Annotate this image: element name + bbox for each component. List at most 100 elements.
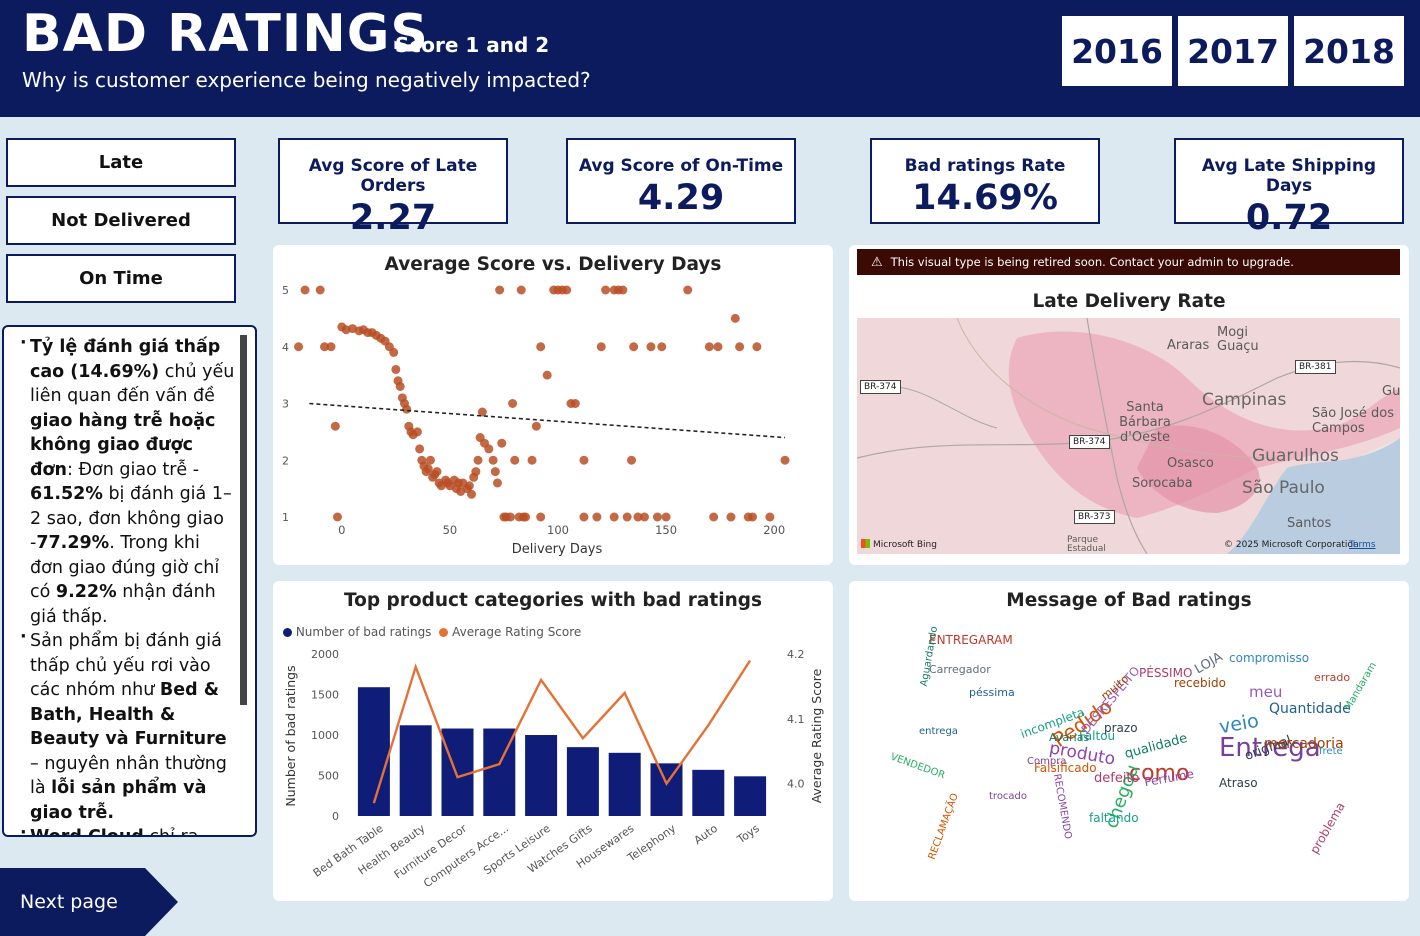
- retire-warning: ⚠ This visual type is being retired soon.…: [857, 249, 1400, 275]
- scatter-point: [473, 455, 483, 465]
- scatter-point: [389, 347, 399, 357]
- scatter-point: [542, 370, 552, 380]
- y-tick-label: 0: [332, 810, 339, 823]
- scatter-point: [657, 342, 667, 352]
- scatter-point: [579, 455, 589, 465]
- wordcloud-word: problema: [1307, 799, 1348, 857]
- insight-bold: 61.52%: [30, 484, 103, 504]
- scatter-point: [508, 399, 518, 408]
- wordcloud-word: trocado: [989, 791, 1028, 802]
- filter-on-time-button[interactable]: On Time: [6, 254, 236, 303]
- map-city-label: Campinas: [1202, 390, 1287, 410]
- x-tick-label: 50: [443, 523, 458, 537]
- scatter-point: [497, 438, 507, 448]
- insight-text: bị đánh giá 1–2 sao, đơn không giao -: [30, 484, 232, 553]
- wordcloud-word: RECLAMAÇÃO: [926, 791, 961, 862]
- insight-text: – nguyên nhân thường là: [30, 753, 227, 799]
- insight-text: nhận đánh giá thấp.: [30, 582, 216, 627]
- scatter-point: [490, 467, 500, 477]
- scatter-point: [330, 421, 340, 431]
- scatter-title: Average Score vs. Delivery Days: [384, 254, 722, 275]
- scatter-point: [495, 285, 505, 295]
- scatter-point: [402, 404, 412, 414]
- insight-text: . Trong khi đơn giao đúng giờ chỉ có: [30, 533, 220, 602]
- scatter-point: [536, 342, 546, 352]
- scatter-point: [730, 313, 740, 323]
- scatter-point: [415, 444, 425, 454]
- scatter-point: [326, 342, 336, 352]
- year-2017-button[interactable]: 2017: [1178, 16, 1288, 86]
- category-label: Toys: [734, 822, 762, 847]
- scatter-point: [765, 512, 775, 522]
- wordcloud-word: como: [1129, 761, 1190, 786]
- bar: [525, 735, 558, 816]
- wordcloud-word: Quantidade: [1269, 701, 1351, 717]
- filter-not-delivered-button[interactable]: Not Delivered: [6, 196, 236, 245]
- insight-bold: Bed & Bath, Health & Beauty và Furniture: [30, 680, 227, 749]
- map-city-label: Sorocaba: [1132, 476, 1193, 491]
- combo-title: Top product categories with bad ratings: [343, 590, 763, 611]
- y-tick-label: 3: [282, 398, 289, 411]
- scatter-point: [592, 512, 602, 522]
- x-tick-label: 200: [763, 523, 785, 537]
- insight-bold: Word Cloud: [30, 827, 144, 837]
- road-shield: BR-381: [1295, 360, 1336, 374]
- combo-chart: 0 500 1000 1500 2000 4.0 4.1 4.2 Number of bad r…: [283, 648, 824, 890]
- bar: [441, 728, 474, 816]
- scatter-point: [531, 421, 541, 431]
- bar: [357, 687, 390, 816]
- map-view[interactable]: Araras Mogi Guaçu Campinas Santa Bárbara…: [857, 318, 1400, 554]
- insight-item: Tỷ lệ đánh giá thấp cao (14.69%) chủ yếu…: [20, 331, 237, 629]
- scatter-point: [639, 512, 649, 522]
- wordcloud-word: Entrega: [1219, 733, 1321, 763]
- insight-bold: lỗi sản phẩm và giao trễ.: [30, 778, 207, 823]
- kpi-label: Bad ratings Rate: [904, 156, 1066, 176]
- wordcloud-word: meu: [1249, 683, 1283, 701]
- insight-bold: Tỷ lệ đánh giá thấp cao (14.69%): [30, 337, 221, 382]
- scatter-point: [618, 285, 628, 295]
- kpi-value: 14.69%: [912, 178, 1058, 218]
- map-terms-link[interactable]: Terms: [1349, 540, 1376, 550]
- insight-text: : Đơn giao trễ -: [67, 459, 200, 480]
- scatter-point: [477, 407, 487, 417]
- kpi-value: 2.27: [349, 198, 437, 238]
- map-city-label: São Paulo: [1242, 478, 1325, 498]
- scatter-point: [652, 512, 662, 522]
- map-city-label: Santos: [1287, 516, 1332, 531]
- x-tick-label: 150: [655, 523, 677, 537]
- insight-bold: giao hàng trễ hoặc không giao được đơn: [30, 410, 216, 480]
- insights-scrollbar[interactable]: [240, 335, 247, 705]
- kpi-value: 0.72: [1245, 198, 1333, 238]
- kpi-card-avg-on-time: Avg Score of On-Time 4.29: [566, 138, 796, 224]
- category-label: Bed Bath Table: [311, 822, 386, 880]
- scatter-point: [780, 455, 790, 465]
- filter-late-button[interactable]: Late: [6, 138, 236, 187]
- wordcloud: Entrega como veio chegou Pedido produto faltan…: [889, 621, 1379, 891]
- kpi-label: Avg Late Shipping Days: [1201, 156, 1377, 196]
- wordcloud-word: Faltou: [1079, 729, 1116, 743]
- map-city-label: Guarulhos: [1252, 446, 1339, 466]
- year-2018-button[interactable]: 2018: [1294, 16, 1404, 86]
- y-axis-label: Number of bad ratings: [283, 665, 298, 806]
- map-card: ⚠ This visual type is being retired soon.…: [849, 245, 1409, 565]
- bar: [566, 747, 599, 816]
- next-page-button[interactable]: Next page: [0, 868, 178, 936]
- year-2016-button[interactable]: 2016: [1062, 16, 1172, 86]
- bar: [692, 769, 725, 816]
- kpi-label: Avg Score of Late Orders: [308, 156, 478, 196]
- scatter-point: [709, 512, 719, 522]
- y-tick-label: 1000: [311, 729, 339, 742]
- wordcloud-word: prazo: [1104, 721, 1138, 735]
- scatter-point: [505, 512, 515, 522]
- map-city-label: São José dos Campos: [1312, 406, 1394, 436]
- map-background: [857, 318, 1400, 554]
- wordcloud-word: RECOMENDO: [1050, 772, 1074, 841]
- scatter-point: [425, 455, 435, 465]
- y-tick-label: 1500: [311, 689, 339, 702]
- combo-legend: Number of bad ratings Average Rating Sco…: [283, 625, 581, 639]
- wordcloud-word: recebido: [1174, 676, 1226, 690]
- scatter-point: [464, 481, 474, 491]
- header-banner: BAD RATINGS Score 1 and 2 Why is custome…: [0, 0, 1420, 117]
- map-title: Late Delivery Rate: [1032, 291, 1226, 312]
